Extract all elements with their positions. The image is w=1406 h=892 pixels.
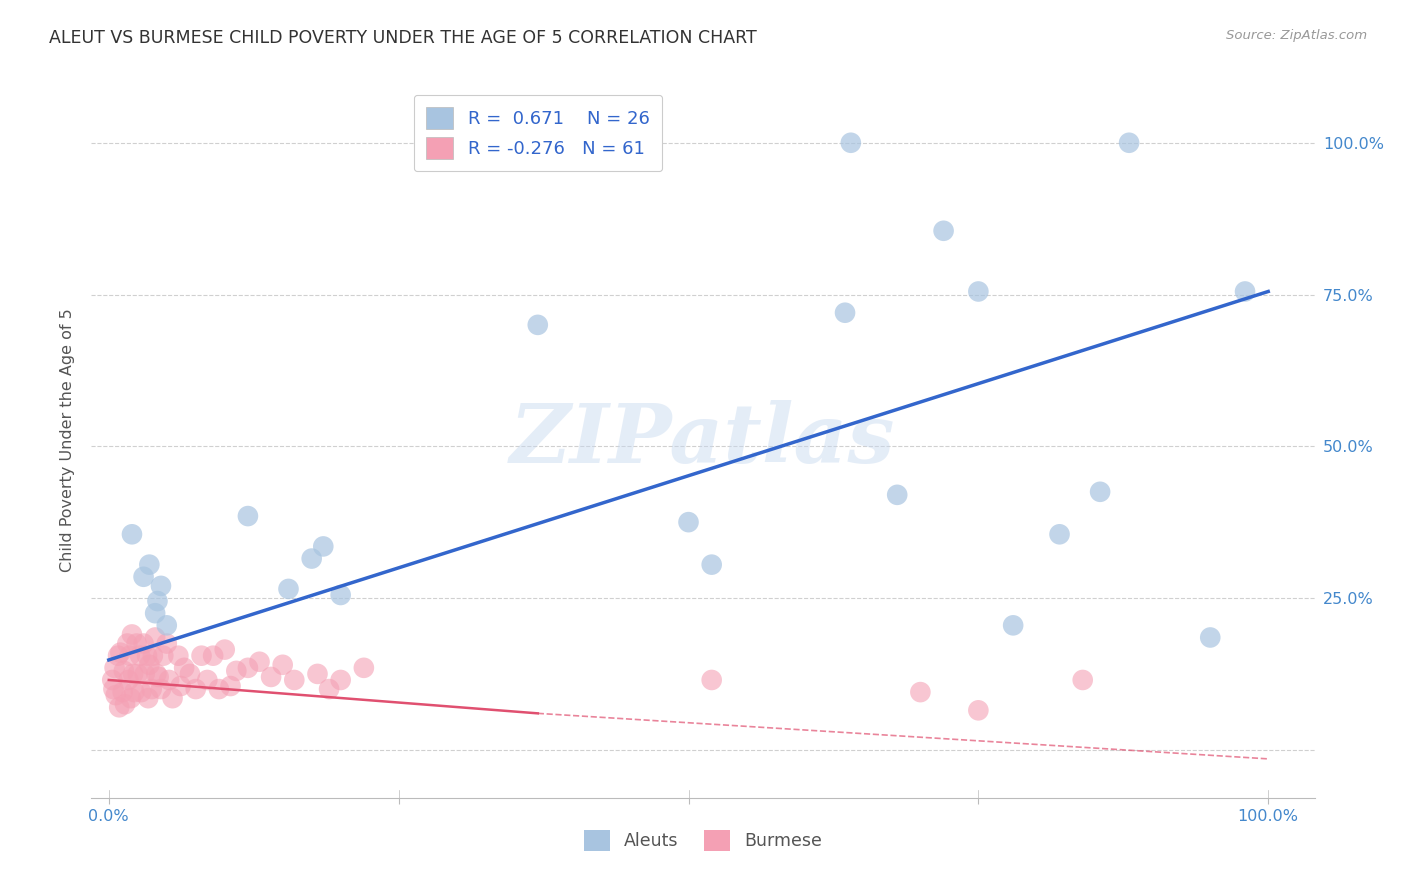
Point xyxy=(162,691,184,706)
Point xyxy=(1118,136,1140,150)
Point xyxy=(700,558,723,572)
Point xyxy=(134,666,156,681)
Point xyxy=(129,685,152,699)
Point xyxy=(1071,673,1094,687)
Point xyxy=(127,666,149,681)
Point xyxy=(283,673,305,687)
Point xyxy=(329,673,352,687)
Point xyxy=(184,682,207,697)
Point xyxy=(124,685,146,699)
Point xyxy=(101,673,124,687)
Point xyxy=(117,636,139,650)
Point xyxy=(834,306,856,320)
Point xyxy=(312,540,335,554)
Point xyxy=(236,509,259,524)
Point xyxy=(886,488,908,502)
Point xyxy=(307,666,329,681)
Point xyxy=(249,655,271,669)
Point xyxy=(149,579,172,593)
Point xyxy=(214,642,236,657)
Point xyxy=(202,648,225,663)
Point xyxy=(236,661,259,675)
Text: ZIPatlas: ZIPatlas xyxy=(510,401,896,480)
Point xyxy=(117,673,139,687)
Point xyxy=(132,570,155,584)
Point xyxy=(112,664,135,678)
Point xyxy=(142,648,165,663)
Point xyxy=(136,648,159,663)
Point xyxy=(353,661,375,675)
Point xyxy=(157,673,180,687)
Point xyxy=(146,594,169,608)
Point xyxy=(149,682,172,697)
Point xyxy=(107,648,129,663)
Legend: Aleuts, Burmese: Aleuts, Burmese xyxy=(576,822,830,858)
Point xyxy=(526,318,548,332)
Point xyxy=(169,679,191,693)
Point xyxy=(141,682,163,697)
Point xyxy=(271,657,294,672)
Point xyxy=(111,685,134,699)
Point xyxy=(839,136,862,150)
Point xyxy=(104,688,127,702)
Point xyxy=(967,285,990,299)
Point xyxy=(1088,484,1111,499)
Point xyxy=(277,582,299,596)
Point xyxy=(143,606,166,620)
Point xyxy=(195,673,218,687)
Point xyxy=(329,588,352,602)
Point xyxy=(138,558,160,572)
Point xyxy=(167,648,190,663)
Point xyxy=(301,551,323,566)
Point xyxy=(910,685,932,699)
Point xyxy=(138,657,160,672)
Point xyxy=(1234,285,1257,299)
Point xyxy=(122,666,145,681)
Point xyxy=(145,666,167,681)
Point xyxy=(225,664,247,678)
Point xyxy=(110,646,132,660)
Point xyxy=(121,627,143,641)
Point xyxy=(108,700,131,714)
Text: Source: ZipAtlas.com: Source: ZipAtlas.com xyxy=(1226,29,1367,42)
Point xyxy=(120,691,142,706)
Point xyxy=(318,682,340,697)
Point xyxy=(190,648,212,663)
Point xyxy=(156,636,179,650)
Point xyxy=(1049,527,1071,541)
Point xyxy=(152,648,174,663)
Point xyxy=(1199,631,1222,645)
Point xyxy=(1002,618,1025,632)
Point xyxy=(260,670,283,684)
Point xyxy=(103,661,125,675)
Point xyxy=(700,673,723,687)
Point xyxy=(136,691,159,706)
Text: ALEUT VS BURMESE CHILD POVERTY UNDER THE AGE OF 5 CORRELATION CHART: ALEUT VS BURMESE CHILD POVERTY UNDER THE… xyxy=(49,29,756,46)
Point xyxy=(219,679,242,693)
Point xyxy=(678,515,700,529)
Point xyxy=(132,636,155,650)
Point xyxy=(173,661,195,675)
Y-axis label: Child Poverty Under the Age of 5: Child Poverty Under the Age of 5 xyxy=(59,309,75,572)
Point xyxy=(967,703,990,717)
Point xyxy=(932,224,955,238)
Point xyxy=(129,648,152,663)
Point xyxy=(121,527,143,541)
Point xyxy=(114,698,136,712)
Point xyxy=(103,682,125,697)
Point xyxy=(208,682,231,697)
Point xyxy=(125,636,148,650)
Point xyxy=(156,618,179,632)
Point xyxy=(148,670,170,684)
Point xyxy=(143,631,166,645)
Point xyxy=(118,648,141,663)
Point xyxy=(179,666,201,681)
